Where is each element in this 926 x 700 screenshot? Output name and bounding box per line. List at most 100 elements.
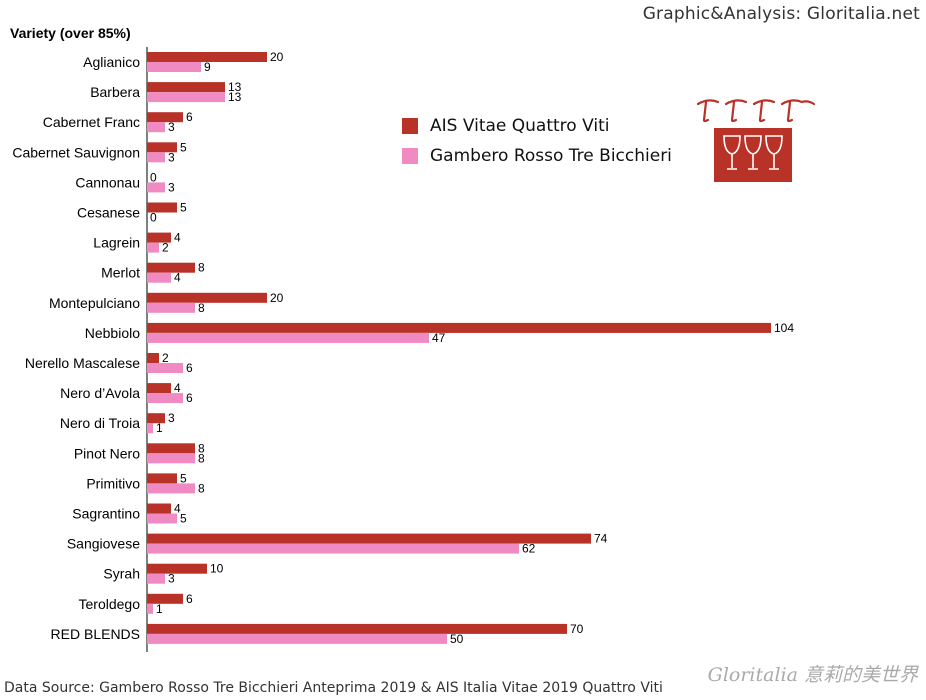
bar-ais	[147, 593, 183, 604]
data-label: 6	[186, 361, 193, 375]
data-label: 5	[180, 512, 187, 526]
bar-ais	[147, 353, 159, 363]
data-label: 3	[168, 411, 175, 425]
data-label: 20	[270, 291, 284, 305]
bar-ais	[147, 292, 267, 303]
data-label: 5	[180, 201, 187, 215]
data-label: 3	[168, 120, 175, 134]
data-label: 13	[228, 80, 242, 94]
data-label: 4	[174, 231, 181, 245]
category-label: Lagrein	[93, 235, 140, 251]
bar-gambero	[147, 152, 165, 163]
category-label: Nero di Troia	[60, 415, 140, 431]
data-label: 2	[162, 241, 169, 255]
category-label: Montepulciano	[49, 295, 140, 311]
bar-ais	[147, 262, 195, 273]
bar-ais	[147, 383, 171, 394]
data-label: 6	[186, 110, 193, 124]
bar-ais	[147, 533, 591, 544]
data-label: 6	[186, 391, 193, 405]
bar-ais	[147, 322, 771, 333]
data-label: 8	[198, 441, 205, 455]
category-label: Teroldego	[79, 596, 141, 612]
data-label: 3	[168, 150, 175, 164]
bar-ais	[147, 112, 183, 123]
data-label: 10	[210, 562, 224, 576]
data-label: 4	[174, 271, 181, 285]
bar-gambero	[147, 603, 153, 614]
legend-item-gambero: Gambero Rosso Tre Bicchieri	[402, 142, 672, 170]
data-label: 1	[156, 602, 163, 616]
category-label: Sagrantino	[72, 506, 140, 522]
bar-ais	[147, 52, 267, 62]
bar-ais	[147, 202, 177, 213]
data-label: 4	[174, 381, 181, 395]
legend-label-ais: AIS Vitae Quattro Viti	[430, 116, 610, 136]
legend-swatch-gambero	[402, 148, 418, 164]
category-label: Cesanese	[77, 205, 140, 221]
bar-gambero	[147, 92, 225, 103]
data-label: 74	[594, 532, 608, 546]
category-label: Nero d’Avola	[60, 385, 140, 401]
bar-gambero	[147, 543, 519, 554]
bar-ais	[147, 82, 225, 93]
bar-gambero	[147, 423, 153, 434]
credit-text: Graphic&Analysis: Gloritalia.net	[642, 4, 920, 24]
data-label: 3	[168, 572, 175, 586]
data-label: 62	[522, 542, 536, 556]
category-label: Barbera	[90, 84, 140, 100]
category-label: Pinot Nero	[74, 445, 140, 461]
bar-gambero	[147, 573, 165, 584]
data-label: 2	[162, 351, 169, 365]
data-label: 0	[150, 211, 157, 225]
category-label: Merlot	[101, 265, 140, 281]
data-label: 5	[180, 471, 187, 485]
bar-gambero	[147, 332, 429, 343]
category-label: Aglianico	[83, 54, 140, 70]
signature-logo: Gloritalia 意莉的美世界	[707, 664, 918, 686]
category-label: Nerello Mascalese	[25, 355, 140, 371]
data-label: 4	[174, 502, 181, 516]
bar-gambero	[147, 363, 183, 373]
bar-gambero	[147, 242, 159, 253]
category-label: Cabernet Sauvignon	[12, 144, 140, 160]
chart-title: Variety (over 85%)	[10, 25, 131, 41]
legend-item-ais: AIS Vitae Quattro Viti	[402, 112, 672, 140]
bar-gambero	[147, 393, 183, 404]
data-label: 3	[168, 180, 175, 194]
bar-gambero	[147, 633, 447, 644]
bar-gambero	[147, 302, 195, 313]
category-label: Nebbiolo	[85, 325, 140, 341]
data-label: 5	[180, 140, 187, 154]
data-label: 1	[156, 421, 163, 435]
bar-gambero	[147, 122, 165, 133]
data-label: 70	[570, 622, 584, 636]
category-label: Syrah	[103, 566, 140, 582]
bar-gambero	[147, 182, 165, 193]
data-label: 0	[150, 170, 157, 184]
legend: AIS Vitae Quattro Viti Gambero Rosso Tre…	[402, 112, 672, 172]
bar-ais	[147, 443, 195, 454]
category-label: Cannonau	[75, 174, 140, 190]
data-source-note: Data Source: Gambero Rosso Tre Bicchieri…	[4, 680, 663, 696]
legend-swatch-ais	[402, 118, 418, 134]
bar-gambero	[147, 453, 195, 464]
bar-gambero	[147, 513, 177, 524]
bar-ais	[147, 503, 171, 514]
bar-ais	[147, 473, 177, 484]
wine-glasses-logo	[696, 99, 816, 182]
data-label: 47	[432, 331, 446, 345]
data-label: 104	[774, 321, 794, 335]
bar-ais	[147, 232, 171, 243]
data-label: 20	[270, 50, 284, 64]
legend-label-gambero: Gambero Rosso Tre Bicchieri	[430, 146, 672, 166]
data-label: 8	[198, 301, 205, 315]
data-label: 8	[198, 481, 205, 495]
bar-ais	[147, 623, 567, 634]
data-label: 50	[450, 632, 464, 646]
data-label: 9	[204, 60, 211, 74]
bar-ais	[147, 413, 165, 424]
vine-symbols-icon	[696, 99, 816, 123]
